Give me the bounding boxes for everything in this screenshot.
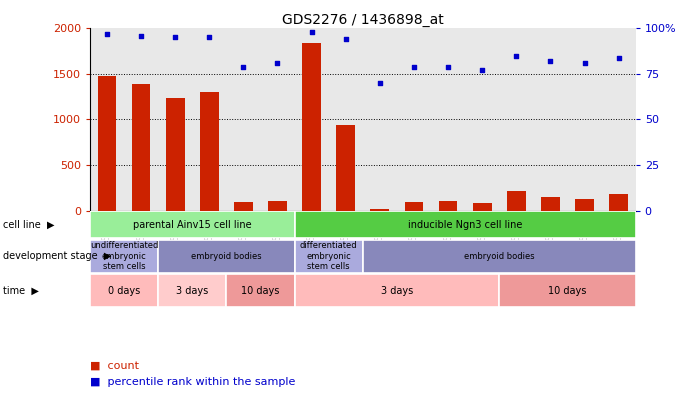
Bar <box>370 209 389 211</box>
Point <box>135 32 146 39</box>
Text: 10 days: 10 days <box>548 286 587 296</box>
Bar <box>294 211 636 239</box>
Text: inducible Ngn3 cell line: inducible Ngn3 cell line <box>408 220 522 230</box>
Text: parental Ainv15 cell line: parental Ainv15 cell line <box>133 220 252 230</box>
Bar <box>90 274 158 307</box>
Bar <box>609 194 628 211</box>
Text: time  ▶: time ▶ <box>3 286 39 296</box>
Point <box>102 31 113 37</box>
Text: ■  percentile rank within the sample: ■ percentile rank within the sample <box>90 377 295 387</box>
Point <box>408 63 419 70</box>
Title: GDS2276 / 1436898_at: GDS2276 / 1436898_at <box>282 13 444 27</box>
Bar <box>337 125 355 211</box>
Bar <box>507 190 526 211</box>
Bar <box>227 274 294 307</box>
Bar <box>473 203 491 211</box>
Point <box>613 54 624 61</box>
Text: 0 days: 0 days <box>108 286 140 296</box>
Bar <box>200 92 218 211</box>
Point <box>545 58 556 64</box>
Text: differentiated
embryonic
stem cells: differentiated embryonic stem cells <box>300 241 357 271</box>
Point <box>272 60 283 66</box>
Bar <box>90 240 158 273</box>
Bar <box>294 274 499 307</box>
Bar <box>158 274 227 307</box>
Text: undifferentiated
embryonic
stem cells: undifferentiated embryonic stem cells <box>90 241 158 271</box>
Text: 3 days: 3 days <box>176 286 208 296</box>
Point <box>477 67 488 74</box>
Bar <box>294 240 363 273</box>
Bar <box>302 43 321 211</box>
Text: ■  count: ■ count <box>90 360 139 371</box>
Bar <box>131 84 151 211</box>
Point <box>306 29 317 35</box>
Bar <box>97 76 116 211</box>
Point <box>340 36 351 43</box>
Point <box>442 63 453 70</box>
Text: cell line  ▶: cell line ▶ <box>3 220 55 230</box>
Text: 3 days: 3 days <box>381 286 413 296</box>
Point <box>511 53 522 59</box>
Point <box>579 60 590 66</box>
Bar <box>404 202 424 211</box>
Text: development stage  ▶: development stage ▶ <box>3 251 112 261</box>
Text: embryoid bodies: embryoid bodies <box>464 252 535 261</box>
Bar <box>90 211 294 239</box>
Text: embryoid bodies: embryoid bodies <box>191 252 262 261</box>
Bar <box>234 202 253 211</box>
Bar <box>575 199 594 211</box>
Point <box>204 34 215 40</box>
Bar <box>541 197 560 211</box>
Point <box>238 63 249 70</box>
Point <box>375 80 386 86</box>
Bar <box>166 98 184 211</box>
Bar <box>439 201 457 211</box>
Bar <box>158 240 294 273</box>
Bar <box>499 274 636 307</box>
Text: 10 days: 10 days <box>241 286 280 296</box>
Bar <box>363 240 636 273</box>
Point <box>169 34 180 40</box>
Bar <box>268 200 287 211</box>
